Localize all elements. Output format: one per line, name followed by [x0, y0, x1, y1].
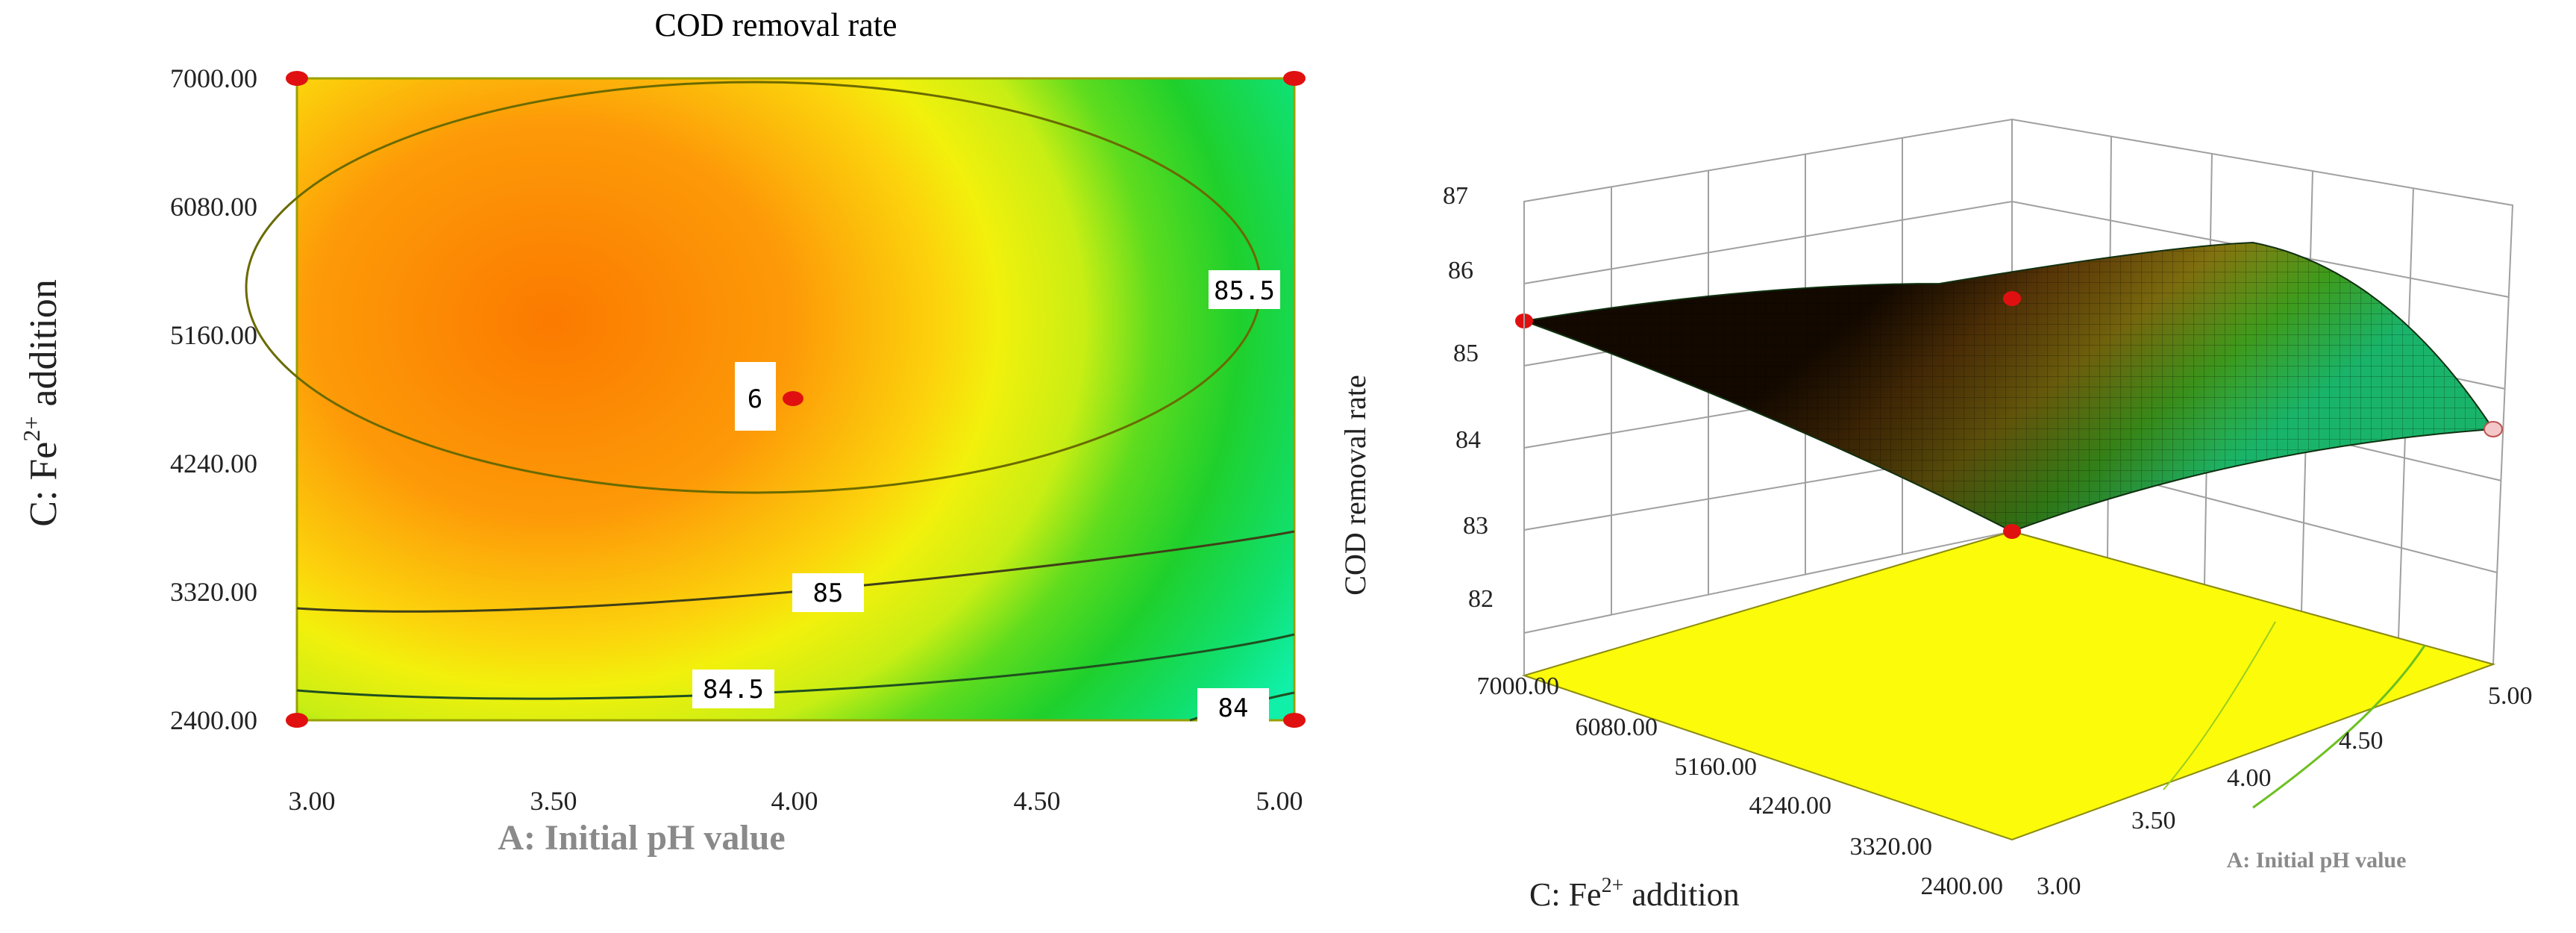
c-tick-label: 3320.00	[1850, 833, 1933, 861]
c-tick-label: 2400.00	[1921, 873, 2004, 900]
contour-label-85.5: 85.5	[1214, 276, 1275, 306]
design-point-5-7000	[1283, 71, 1306, 86]
y-tick-label: 6080.00	[170, 192, 257, 222]
a-tick-label: 3.50	[2131, 807, 2176, 834]
design-point-5-2400	[1283, 713, 1306, 728]
z-tick-label: 87	[1443, 182, 1468, 210]
c-tick-label: 7000.00	[1477, 673, 1560, 700]
contour-label-box-84	[1197, 688, 1269, 727]
surface-edge	[1521, 241, 2495, 533]
contour-label-box-85	[792, 573, 864, 612]
surface-c-axis-label: C: Fe2+ addition	[1529, 874, 1740, 913]
y-tick-label: 5160.00	[170, 320, 257, 350]
surface-z-axis: 87 86 85 84 83 82	[1443, 182, 1494, 613]
x-tick-label: 3.50	[530, 786, 577, 816]
contour-chart: COD removal rate 85.5 85 84.5 84 6 7000.…	[18, 7, 1306, 858]
center-point-label-box	[735, 362, 776, 431]
surface-a-axis: 3.00 3.50 4.00 4.50 5.00	[2037, 682, 2533, 900]
center-point-label: 6	[748, 384, 762, 414]
c-tick-label: 6080.00	[1576, 714, 1658, 741]
contour-label-84.5: 84.5	[703, 675, 764, 705]
contour-title: COD removal rate	[655, 7, 897, 43]
design-point-3-2400	[286, 713, 308, 728]
contour-y-axis: 7000.00 6080.00 5160.00 4240.00 3320.00 …	[170, 63, 257, 735]
floor-contour	[2163, 621, 2276, 790]
y-tick-label: 2400.00	[170, 705, 257, 735]
z-tick-label: 85	[1453, 340, 1479, 367]
a-tick-label: 4.00	[2227, 764, 2272, 792]
surface-a-axis-label: A: Initial pH value	[2227, 848, 2407, 873]
x-tick-label: 4.50	[1014, 786, 1061, 816]
contour-label-box-84.5	[692, 670, 774, 708]
z-tick-label: 84	[1455, 426, 1481, 454]
a-tick-label: 5.00	[2488, 682, 2533, 710]
surface-c-axis: 7000.00 6080.00 5160.00 4240.00 3320.00 …	[1477, 673, 2004, 900]
z-tick-label: 86	[1448, 257, 1473, 284]
c-tick-label: 4240.00	[1749, 792, 1832, 820]
contour-line-84.5	[296, 633, 1295, 700]
contour-label-84: 84	[1218, 693, 1249, 723]
surface-z-axis-label: COD removal rate	[1338, 375, 1372, 595]
design-point-3-7000	[286, 71, 308, 86]
center-point-marker	[783, 391, 803, 406]
surface-floor	[1521, 530, 2496, 841]
surface-point	[2003, 291, 2021, 306]
y-tick-label: 3320.00	[170, 577, 257, 607]
surface-point	[2003, 524, 2021, 539]
c-tick-label: 5160.00	[1675, 753, 1758, 781]
z-tick-label: 83	[1463, 512, 1488, 540]
contour-x-axis: 3.00 3.50 4.00 4.50 5.00	[289, 786, 1303, 816]
y-tick-label: 4240.00	[170, 449, 257, 478]
y-tick-label: 7000.00	[170, 63, 257, 93]
x-tick-label: 4.00	[771, 786, 818, 816]
contour-x-axis-label: A: Initial pH value	[498, 818, 785, 858]
contour-y-axis-label: C: Fe2+ addition	[18, 279, 65, 527]
z-tick-label: 82	[1468, 585, 1494, 613]
contour-label-85: 85	[813, 578, 844, 608]
a-tick-label: 4.50	[2339, 727, 2384, 755]
contour-label-box-85.5	[1209, 270, 1280, 309]
floor-contour	[2252, 645, 2426, 809]
x-tick-label: 3.00	[289, 786, 336, 816]
a-tick-label: 3.00	[2037, 873, 2081, 900]
surface-chart: 87 86 85 84 83 82 COD removal rate 7000.…	[1338, 118, 2533, 913]
surface-point	[2483, 421, 2503, 437]
x-tick-label: 5.00	[1256, 786, 1303, 816]
